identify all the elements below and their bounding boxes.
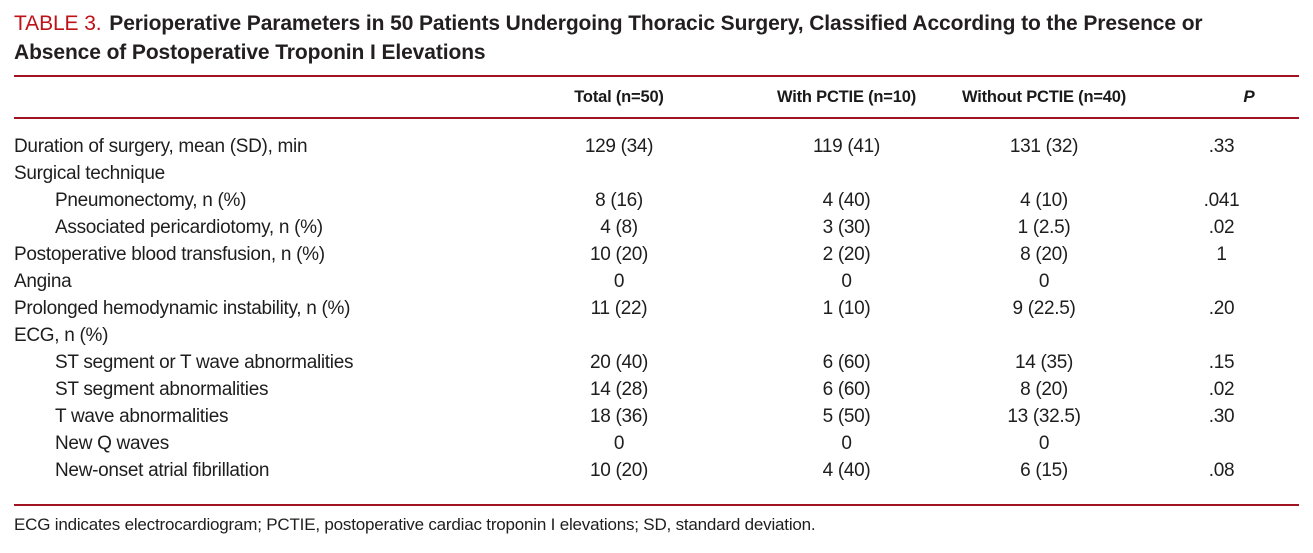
cell-p: .02: [1208, 378, 1235, 400]
cell-label: Pneumonectomy, n (%): [55, 189, 247, 211]
table-number-label: TABLE 3.: [14, 12, 102, 35]
cell-without-pctie: 0: [1038, 432, 1050, 454]
table-row: Prolonged hemodynamic instability, n (%)…: [14, 295, 1299, 322]
paper-table-figure: TABLE 3. Perioperative Parameters in 50 …: [14, 0, 1299, 534]
header-row: Total (n=50) With PCTIE (n=10) Without P…: [14, 76, 1299, 119]
table-header: Total (n=50) With PCTIE (n=10) Without P…: [14, 76, 1299, 119]
cell-label: T wave abnormalities: [55, 405, 229, 427]
cell-p: .20: [1208, 297, 1235, 319]
cell-label: ST segment or T wave abnormalities: [55, 351, 354, 373]
table-row: ECG, n (%): [14, 322, 1299, 349]
table-row: Duration of surgery, mean (SD), min 129 (…: [14, 118, 1299, 160]
cell-total: 0: [613, 432, 625, 454]
header-with-pctie: With PCTIE (n=10): [749, 76, 944, 119]
cell-label: Postoperative blood transfusion, n (%): [14, 243, 325, 265]
table-row: New Q waves 0 0 0: [14, 430, 1299, 457]
cell-label: New Q waves: [55, 432, 169, 454]
cell-with-pctie: 6 (60): [822, 351, 871, 373]
cell-with-pctie: 6 (60): [822, 378, 871, 400]
cell-total: 14 (28): [589, 378, 649, 400]
header-without-pctie: Without PCTIE (n=40): [944, 76, 1144, 119]
cell-with-pctie: 0: [841, 432, 852, 454]
cell-without-pctie: 1 (2.5): [1017, 216, 1071, 238]
cell-with-pctie: 2 (20): [822, 243, 871, 265]
table-row: New-onset atrial fibrillation 10 (20) 4 (4…: [14, 457, 1299, 505]
page-title: TABLE 3. Perioperative Parameters in 50 …: [14, 0, 1249, 67]
table-row: ST segment or T wave abnormalities 20 (40…: [14, 349, 1299, 376]
cell-label: ST segment abnormalities: [55, 378, 269, 400]
cell-total: 129 (34): [584, 135, 654, 157]
cell-p: .15: [1208, 351, 1235, 373]
cell-label: Surgical technique: [14, 162, 165, 184]
cell-without-pctie: 14 (35): [1014, 351, 1074, 373]
cell-without-pctie: 4 (10): [1020, 189, 1068, 211]
cell-with-pctie: [749, 322, 944, 349]
cell-without-pctie: [944, 322, 1144, 349]
cell-without-pctie: 6 (15): [1020, 459, 1068, 481]
cell-total: 0: [613, 270, 625, 292]
cell-p: .02: [1208, 216, 1235, 238]
cell-total: 20 (40): [589, 351, 649, 373]
cell-with-pctie: 5 (50): [822, 405, 871, 427]
table-row: Angina 0 0 0: [14, 268, 1299, 295]
cell-without-pctie: 13 (32.5): [1007, 405, 1081, 427]
cell-with-pctie: [749, 160, 944, 187]
cell-label: Angina: [14, 270, 72, 292]
cell-total: 10 (20): [589, 459, 649, 481]
cell-p: .041: [1203, 189, 1240, 211]
table-row: Associated pericardiotomy, n (%) 4 (8) 3 (…: [14, 214, 1299, 241]
cell-total: 10 (20): [589, 243, 649, 265]
table-row: ST segment abnormalities 14 (28) 6 (60) 8 (…: [14, 376, 1299, 403]
cell-p: .30: [1208, 405, 1235, 427]
header-p-value: P: [1144, 76, 1299, 119]
cell-with-pctie: 4 (40): [822, 189, 871, 211]
cell-total: [489, 160, 749, 187]
header-parameter: [14, 76, 489, 119]
table-row: T wave abnormalities 18 (36) 5 (50) 13 (32.…: [14, 403, 1299, 430]
cell-with-pctie: 1 (10): [822, 297, 871, 319]
cell-label: Duration of surgery, mean (SD), min: [14, 135, 308, 157]
cell-p: [1144, 322, 1299, 349]
parameters-table: Total (n=50) With PCTIE (n=10) Without P…: [14, 75, 1299, 506]
table-row: Postoperative blood transfusion, n (%) 10…: [14, 241, 1299, 268]
cell-total: 8 (16): [595, 189, 643, 211]
cell-p: 1: [1216, 243, 1227, 265]
table-row: Pneumonectomy, n (%) 8 (16) 4 (40) 4 (10) .0…: [14, 187, 1299, 214]
cell-total: 4 (8): [600, 216, 638, 238]
cell-total: 11 (22): [590, 297, 648, 319]
cell-total: 18 (36): [589, 405, 649, 427]
table-footnote: ECG indicates electrocardiogram; PCTIE, …: [14, 515, 816, 534]
header-total: Total (n=50): [489, 76, 749, 119]
cell-p: .08: [1208, 459, 1235, 481]
cell-without-pctie: 8 (20): [1020, 243, 1068, 265]
table-row: Surgical technique: [14, 160, 1299, 187]
table-title-text: Perioperative Parameters in 50 Patients …: [14, 12, 1203, 64]
cell-p: [1144, 430, 1299, 457]
cell-without-pctie: [944, 160, 1144, 187]
cell-p: [1144, 160, 1299, 187]
cell-total: [489, 322, 749, 349]
cell-label: ECG, n (%): [14, 324, 109, 346]
cell-with-pctie: 3 (30): [822, 216, 871, 238]
cell-with-pctie: 0: [841, 270, 852, 292]
cell-p: [1144, 268, 1299, 295]
cell-with-pctie: 119 (41): [813, 135, 880, 157]
cell-label: Prolonged hemodynamic instability, n (%): [14, 297, 351, 319]
table-body: Duration of surgery, mean (SD), min 129 (…: [14, 118, 1299, 505]
cell-without-pctie: 131 (32): [1009, 135, 1079, 157]
cell-with-pctie: 4 (40): [822, 459, 871, 481]
cell-label: New-onset atrial fibrillation: [55, 459, 270, 481]
cell-label: Associated pericardiotomy, n (%): [55, 216, 323, 238]
cell-without-pctie: 9 (22.5): [1012, 297, 1076, 319]
cell-without-pctie: 8 (20): [1020, 378, 1068, 400]
cell-without-pctie: 0: [1038, 270, 1050, 292]
cell-p: .33: [1208, 135, 1235, 157]
